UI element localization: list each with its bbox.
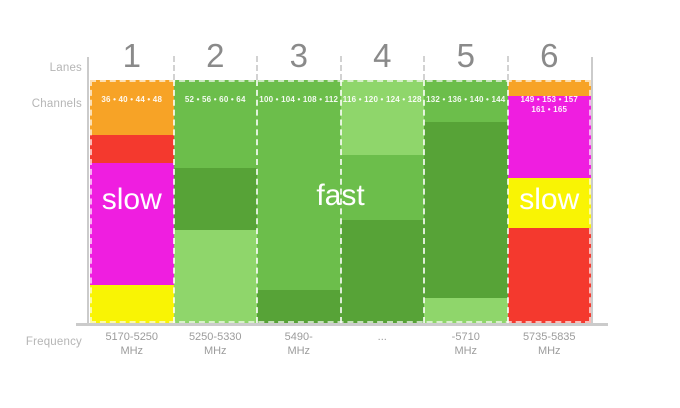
band-green [340,155,424,220]
band-green_light [173,230,257,323]
lane-number: 6 [540,37,559,74]
band-green_dark [340,220,424,323]
lane-blocks: 132 • 136 • 140 • 144 [424,80,508,323]
frequency-label: 5250-5330 MHz [174,331,258,359]
channel-list: 100 • 104 • 108 • 112 [258,95,340,105]
bottom-axis-line [76,323,608,326]
lane-number: 3 [289,37,308,74]
channel-line: 100 • 104 • 108 • 112 [259,95,339,104]
lane-blocks: 100 • 104 • 108 • 112 [257,80,341,323]
band-green [173,80,257,168]
frequency-line: 5250-5330 [188,331,242,343]
lane-1: 1 36 • 40 • 44 • 48 5170-5250 MHz [90,34,174,359]
lane-number: 5 [456,37,475,74]
lane-3: 3 100 • 104 • 108 • 112 5490- MHz [257,34,341,359]
lane-blocks: 36 • 40 • 44 • 48 [90,80,174,323]
frequency-line: MHz [203,344,227,357]
lane-5: 5 132 • 136 • 140 • 144 -5710 MHz [424,34,508,359]
lane-6: 6 149 • 153 • 157 161 • 165 5735-5835 MHz [507,34,592,359]
band-green_dark [257,290,341,323]
frequency-line: -5710 [451,331,480,343]
left-axis-line [87,57,89,324]
frequency-line: MHz [454,344,478,357]
frequency-label: 5170-5250 MHz [90,331,174,359]
band-yellow [90,285,174,323]
frequency-axis-label: Frequency [25,336,82,348]
band-green_dark [424,122,508,298]
frequency-label: ... [341,331,425,345]
frequency-line: 5735-5835 [522,331,576,343]
channel-list: 36 • 40 • 44 • 48 [91,95,173,105]
lane-number: 4 [373,37,392,74]
frequency-line: MHz [120,344,144,357]
lane-number: 1 [122,37,141,74]
frequency-label: 5490- MHz [257,331,341,359]
lane-blocks: 149 • 153 • 157 161 • 165 [507,80,591,323]
band-red [507,228,591,323]
channel-line: 149 • 153 • 157 [520,95,579,104]
band-green_dark [173,168,257,230]
frequency-line: 5490- [284,331,313,343]
lane-blocks: 116 • 120 • 124 • 128 [340,80,424,323]
channel-line: 161 • 165 [531,105,568,115]
channel-line: 52 • 56 • 60 • 64 [184,95,246,104]
channels-axis-label: Channels [31,98,82,110]
band-green_light [424,298,508,323]
band-magenta [90,163,174,285]
band-green_light [340,80,424,155]
lane-2: 2 52 • 56 • 60 • 64 5250-5330 MHz [173,34,258,359]
channel-line: 36 • 40 • 44 • 48 [101,95,163,104]
lane-blocks: 52 • 56 • 60 • 64 [173,80,257,323]
frequency-label: 5735-5835 MHz [508,331,592,359]
lanes-axis-label: Lanes [49,62,82,74]
channel-list: 132 • 136 • 140 • 144 [425,95,507,105]
channel-line: 132 • 136 • 140 • 144 [426,95,506,104]
frequency-line: MHz [537,344,561,357]
channel-list: 149 • 153 • 157 161 • 165 [509,95,591,116]
band-green [424,80,508,122]
band-yellow [507,178,591,228]
band-orange [90,80,174,135]
band-green [257,80,341,290]
frequency-label: -5710 MHz [424,331,508,359]
lanes-row: 1 36 • 40 • 44 • 48 5170-5250 MHz 2 52 • 56 •… [90,34,591,359]
band-orange [507,80,591,96]
channel-list: 116 • 120 • 124 • 128 [342,95,424,105]
frequency-line: 5170-5250 [105,331,159,343]
band-magenta [507,96,591,178]
lane-number: 2 [206,37,225,74]
frequency-line: MHz [287,344,311,357]
channel-list: 52 • 56 • 60 • 64 [175,95,257,105]
lane-4: 4 116 • 120 • 124 • 128... [340,34,425,359]
band-red [90,135,174,163]
channel-line: 116 • 120 • 124 • 128 [342,95,422,104]
right-axis-line [591,57,593,324]
frequency-line: ... [377,331,387,343]
